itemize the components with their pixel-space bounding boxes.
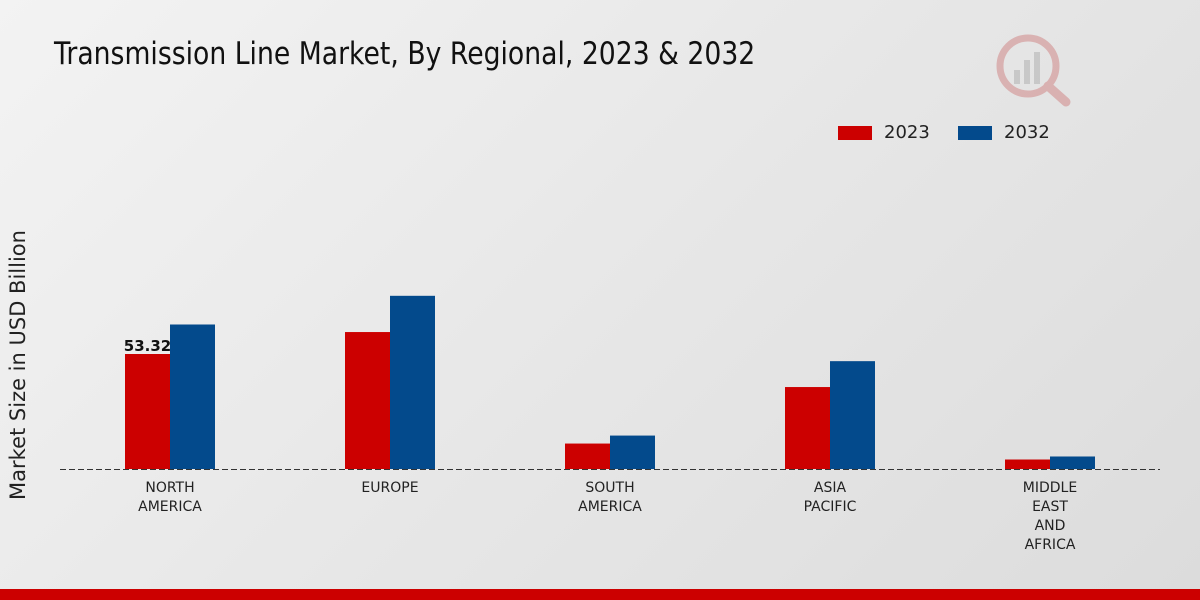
legend-swatch-2023 bbox=[838, 125, 872, 140]
x-tick-label-3-0: ASIA bbox=[814, 480, 847, 496]
legend-item-2032: 2032 bbox=[958, 122, 1050, 143]
legend-label-2023: 2023 bbox=[884, 122, 930, 143]
legend-item-2023: 2023 bbox=[838, 122, 930, 143]
bar-2023-2 bbox=[565, 443, 610, 469]
data-label-0-0: 53.32 bbox=[124, 337, 171, 355]
x-tick-label-0-1: AMERICA bbox=[138, 499, 202, 515]
x-tick-label-4-2: AND bbox=[1035, 518, 1066, 534]
bar-2032-4 bbox=[1050, 456, 1095, 469]
x-tick-label-4-3: AFRICA bbox=[1025, 537, 1076, 553]
x-tick-label-0-0: NORTH bbox=[145, 480, 194, 496]
footer-bar bbox=[0, 589, 1200, 600]
legend-swatch-2032 bbox=[958, 125, 992, 140]
bar-2032-1 bbox=[390, 295, 435, 469]
x-tick-label-2-1: AMERICA bbox=[578, 499, 642, 515]
magnifier-bar-chart-logo-icon bbox=[996, 34, 1071, 107]
chart-title: Transmission Line Market, By Regional, 2… bbox=[54, 36, 756, 72]
x-tick-label-1-0: EUROPE bbox=[361, 480, 418, 496]
x-tick-label-4-0: MIDDLE bbox=[1023, 480, 1077, 496]
bar-2032-2 bbox=[610, 435, 655, 469]
x-tick-label-4-1: EAST bbox=[1032, 499, 1068, 515]
x-tick-label-3-1: PACIFIC bbox=[804, 499, 857, 515]
bar-2023-4 bbox=[1005, 459, 1050, 469]
bar-2023-0 bbox=[125, 354, 170, 469]
bar-2032-3 bbox=[830, 361, 875, 469]
bar-2023-3 bbox=[785, 387, 830, 469]
bar-2032-0 bbox=[170, 324, 215, 469]
bar-2023-1 bbox=[345, 332, 390, 469]
x-tick-label-2-0: SOUTH bbox=[585, 480, 634, 496]
legend-label-2032: 2032 bbox=[1004, 122, 1050, 143]
